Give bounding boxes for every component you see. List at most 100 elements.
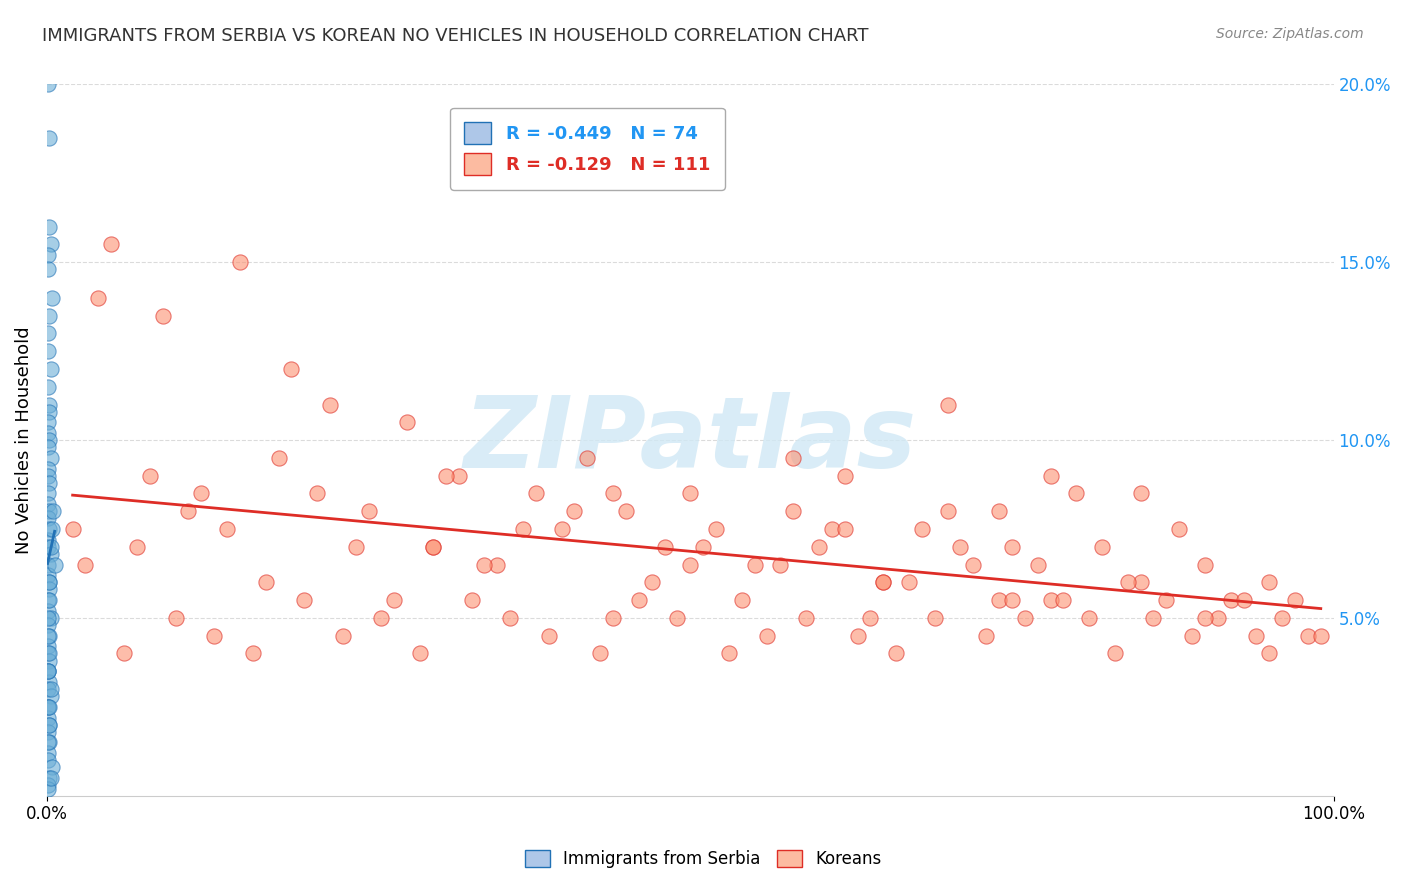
Point	[215, 522, 238, 536]
Point	[357, 504, 380, 518]
Point	[38, 575, 60, 590]
Point	[344, 540, 367, 554]
Point	[1026, 558, 1049, 572]
Point	[87, 291, 110, 305]
Point	[474, 558, 496, 572]
Point	[37, 665, 59, 679]
Point	[974, 629, 997, 643]
Point	[679, 558, 702, 572]
Point	[37, 461, 59, 475]
Point	[884, 647, 907, 661]
Point	[41, 291, 63, 305]
Point	[37, 497, 59, 511]
Point	[39, 771, 62, 785]
Point	[38, 699, 60, 714]
Point	[254, 575, 277, 590]
Point	[38, 130, 60, 145]
Point	[37, 78, 59, 92]
Point	[1078, 611, 1101, 625]
Point	[1091, 540, 1114, 554]
Point	[550, 522, 572, 536]
Point	[872, 575, 894, 590]
Point	[756, 629, 779, 643]
Point	[602, 486, 624, 500]
Point	[190, 486, 212, 500]
Point	[37, 735, 59, 749]
Point	[1064, 486, 1087, 500]
Point	[62, 522, 84, 536]
Point	[38, 575, 60, 590]
Point	[39, 681, 62, 696]
Point	[1246, 629, 1268, 643]
Point	[229, 255, 252, 269]
Point	[37, 380, 59, 394]
Point	[370, 611, 392, 625]
Point	[39, 237, 62, 252]
Point	[37, 415, 59, 429]
Point	[37, 665, 59, 679]
Point	[782, 504, 804, 518]
Text: Source: ZipAtlas.com: Source: ZipAtlas.com	[1216, 27, 1364, 41]
Point	[640, 575, 662, 590]
Point	[794, 611, 817, 625]
Point	[37, 640, 59, 654]
Point	[37, 604, 59, 618]
Point	[988, 593, 1011, 607]
Y-axis label: No Vehicles in Household: No Vehicles in Household	[15, 326, 32, 554]
Point	[692, 540, 714, 554]
Point	[38, 475, 60, 490]
Point	[332, 629, 354, 643]
Point	[872, 575, 894, 590]
Point	[1014, 611, 1036, 625]
Point	[704, 522, 727, 536]
Point	[100, 237, 122, 252]
Legend: Immigrants from Serbia, Koreans: Immigrants from Serbia, Koreans	[517, 843, 889, 875]
Point	[679, 486, 702, 500]
Point	[1271, 611, 1294, 625]
Point	[731, 593, 754, 607]
Point	[37, 781, 59, 796]
Point	[37, 486, 59, 500]
Point	[37, 568, 59, 582]
Point	[936, 504, 959, 518]
Point	[1039, 593, 1062, 607]
Point	[38, 717, 60, 731]
Point	[38, 433, 60, 447]
Point	[949, 540, 972, 554]
Point	[1284, 593, 1306, 607]
Point	[37, 344, 59, 359]
Point	[242, 647, 264, 661]
Point	[409, 647, 432, 661]
Point	[988, 504, 1011, 518]
Point	[422, 540, 444, 554]
Point	[924, 611, 946, 625]
Point	[38, 219, 60, 234]
Point	[38, 404, 60, 418]
Point	[37, 440, 59, 454]
Point	[165, 611, 187, 625]
Point	[807, 540, 830, 554]
Point	[37, 593, 59, 607]
Point	[38, 582, 60, 597]
Point	[37, 511, 59, 525]
Point	[1206, 611, 1229, 625]
Point	[962, 558, 984, 572]
Point	[936, 398, 959, 412]
Point	[1156, 593, 1178, 607]
Point	[602, 611, 624, 625]
Point	[38, 309, 60, 323]
Point	[846, 629, 869, 643]
Point	[39, 547, 62, 561]
Point	[537, 629, 560, 643]
Point	[564, 504, 586, 518]
Point	[112, 647, 135, 661]
Point	[39, 611, 62, 625]
Point	[307, 486, 329, 500]
Point	[37, 618, 59, 632]
Point	[821, 522, 844, 536]
Point	[1001, 593, 1024, 607]
Point	[744, 558, 766, 572]
Point	[1129, 575, 1152, 590]
Point	[589, 647, 612, 661]
Point	[1219, 593, 1241, 607]
